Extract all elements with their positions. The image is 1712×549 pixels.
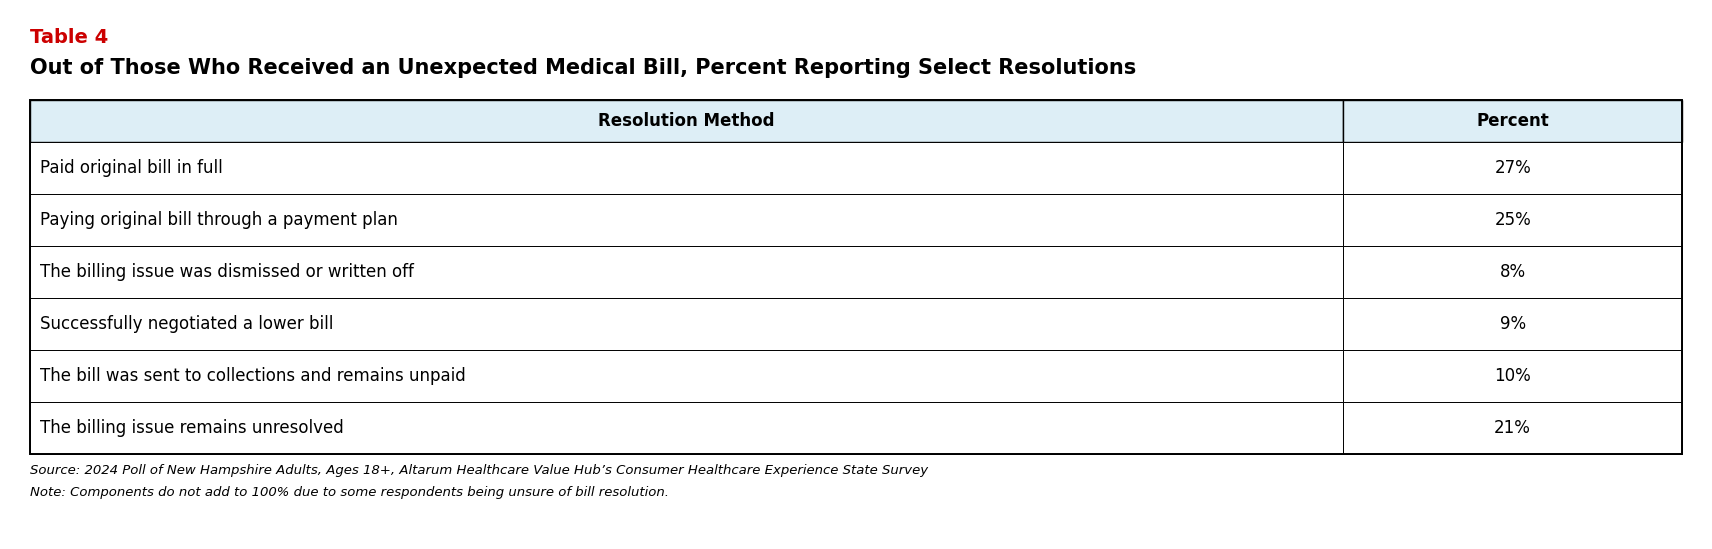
Text: 25%: 25% bbox=[1495, 211, 1531, 229]
Text: 10%: 10% bbox=[1495, 367, 1531, 385]
Text: Resolution Method: Resolution Method bbox=[599, 112, 776, 130]
Text: Table 4: Table 4 bbox=[31, 28, 108, 47]
Text: 9%: 9% bbox=[1500, 315, 1525, 333]
Text: The billing issue was dismissed or written off: The billing issue was dismissed or writt… bbox=[39, 263, 414, 281]
Text: Paying original bill through a payment plan: Paying original bill through a payment p… bbox=[39, 211, 397, 229]
Text: Out of Those Who Received an Unexpected Medical Bill, Percent Reporting Select R: Out of Those Who Received an Unexpected … bbox=[31, 58, 1137, 78]
Text: 27%: 27% bbox=[1495, 159, 1531, 177]
Text: The bill was sent to collections and remains unpaid: The bill was sent to collections and rem… bbox=[39, 367, 466, 385]
Text: Successfully negotiated a lower bill: Successfully negotiated a lower bill bbox=[39, 315, 334, 333]
Text: 21%: 21% bbox=[1495, 419, 1531, 437]
Text: Percent: Percent bbox=[1476, 112, 1549, 130]
Text: The billing issue remains unresolved: The billing issue remains unresolved bbox=[39, 419, 344, 437]
Text: Paid original bill in full: Paid original bill in full bbox=[39, 159, 223, 177]
Text: 8%: 8% bbox=[1500, 263, 1525, 281]
Text: Source: 2024 Poll of New Hampshire Adults, Ages 18+, Altarum Healthcare Value Hu: Source: 2024 Poll of New Hampshire Adult… bbox=[31, 464, 928, 477]
Text: Note: Components do not add to 100% due to some respondents being unsure of bill: Note: Components do not add to 100% due … bbox=[31, 486, 669, 499]
